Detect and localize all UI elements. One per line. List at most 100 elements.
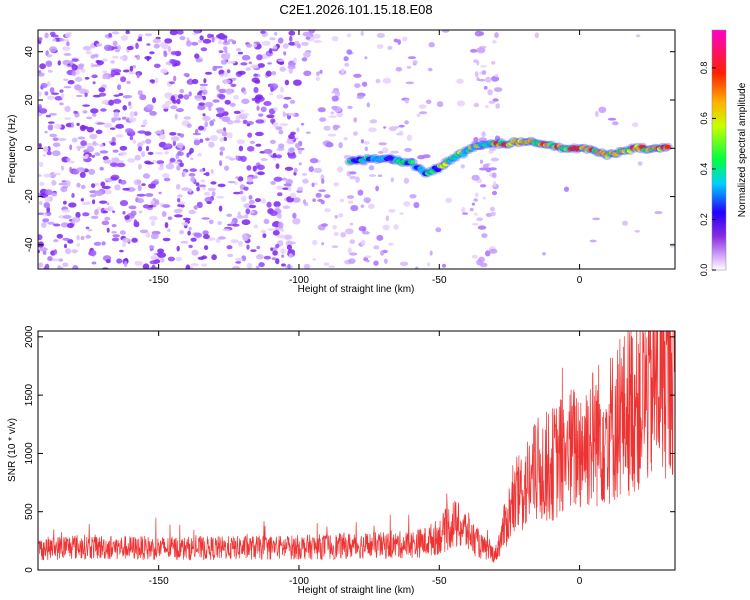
noise-point — [246, 146, 255, 152]
noise-point — [64, 117, 72, 120]
noise-point — [67, 80, 75, 85]
noise-point — [167, 228, 171, 232]
noise-point — [85, 50, 92, 55]
noise-point — [136, 193, 146, 197]
noise-point — [111, 117, 120, 121]
noise-point — [128, 105, 133, 110]
noise-point — [353, 117, 358, 123]
noise-point — [349, 239, 356, 245]
noise-point — [253, 86, 259, 94]
noise-point — [242, 233, 247, 238]
noise-point — [246, 123, 251, 127]
noise-point — [393, 224, 399, 230]
noise-point — [415, 266, 419, 269]
noise-point — [360, 204, 364, 208]
noise-point — [343, 154, 352, 159]
noise-point — [122, 105, 127, 111]
noise-point — [233, 120, 241, 124]
noise-point — [364, 56, 368, 60]
noise-point — [285, 178, 293, 185]
noise-point — [230, 239, 239, 244]
noise-point — [311, 182, 315, 187]
noise-point — [188, 188, 192, 193]
noise-point — [155, 152, 164, 155]
noise-point — [76, 122, 80, 127]
noise-point — [116, 162, 126, 168]
signal-point — [626, 148, 633, 154]
noise-point — [65, 248, 72, 255]
noise-point — [193, 205, 199, 209]
x-tick-label: 0 — [577, 576, 583, 587]
noise-point — [46, 151, 52, 156]
noise-point — [314, 182, 318, 185]
noise-point — [199, 168, 203, 173]
noise-point — [217, 107, 225, 114]
noise-point — [164, 100, 173, 105]
noise-point — [460, 164, 465, 169]
noise-point — [282, 187, 289, 190]
noise-point — [272, 250, 278, 256]
noise-point — [122, 237, 131, 243]
noise-point — [137, 198, 144, 204]
noise-point — [151, 264, 156, 269]
noise-point — [312, 239, 318, 246]
noise-point — [60, 186, 68, 193]
spectrogram-x-label: Height of straight line (km) — [298, 284, 415, 295]
noise-point — [313, 167, 323, 173]
x-tick-label: -50 — [432, 576, 447, 587]
noise-point — [81, 201, 90, 206]
noise-point — [280, 229, 285, 232]
signal-point — [442, 161, 449, 167]
noise-point — [598, 106, 607, 114]
noise-point — [384, 258, 388, 264]
y-tick-label: 2000 — [24, 325, 35, 348]
noise-point — [369, 119, 378, 124]
noise-point — [461, 207, 466, 213]
noise-point — [188, 91, 192, 97]
noise-point — [96, 122, 105, 125]
noise-point — [52, 223, 61, 227]
noise-point — [38, 234, 43, 241]
noise-point — [491, 75, 500, 82]
noise-point — [222, 79, 231, 84]
noise-point — [489, 206, 495, 212]
noise-point — [293, 167, 298, 173]
noise-point — [382, 224, 390, 231]
noise-point — [471, 202, 475, 206]
noise-point — [305, 131, 311, 134]
noise-point — [75, 211, 81, 219]
noise-point — [163, 51, 168, 58]
noise-point — [49, 133, 58, 138]
noise-point — [490, 211, 496, 217]
noise-point — [164, 151, 170, 155]
noise-point — [145, 104, 154, 111]
noise-point — [68, 202, 77, 208]
noise-point — [354, 83, 361, 88]
noise-point — [491, 190, 498, 196]
noise-point — [289, 192, 297, 199]
noise-point — [112, 210, 116, 213]
noise-point — [71, 70, 77, 77]
noise-point — [86, 146, 95, 153]
noise-point — [103, 122, 112, 128]
noise-point — [51, 92, 59, 95]
noise-point — [152, 38, 161, 44]
noise-point — [248, 199, 255, 205]
noise-point — [181, 187, 190, 191]
noise-point — [220, 59, 227, 65]
noise-point — [218, 94, 226, 100]
snr-panel: -150 -100 -50 0 0 500 1000 1500 2000 Height of s… — [7, 325, 676, 596]
noise-point — [238, 145, 244, 152]
noise-point — [205, 171, 210, 177]
noise-point — [175, 108, 184, 113]
noise-point — [316, 71, 320, 76]
noise-point — [44, 196, 51, 203]
noise-point — [137, 90, 143, 96]
noise-point — [260, 229, 267, 234]
noise-point — [228, 38, 234, 42]
noise-point — [635, 34, 641, 38]
noise-point — [393, 38, 399, 43]
noise-point — [156, 252, 164, 256]
noise-point — [110, 60, 115, 64]
noise-point — [124, 215, 130, 220]
